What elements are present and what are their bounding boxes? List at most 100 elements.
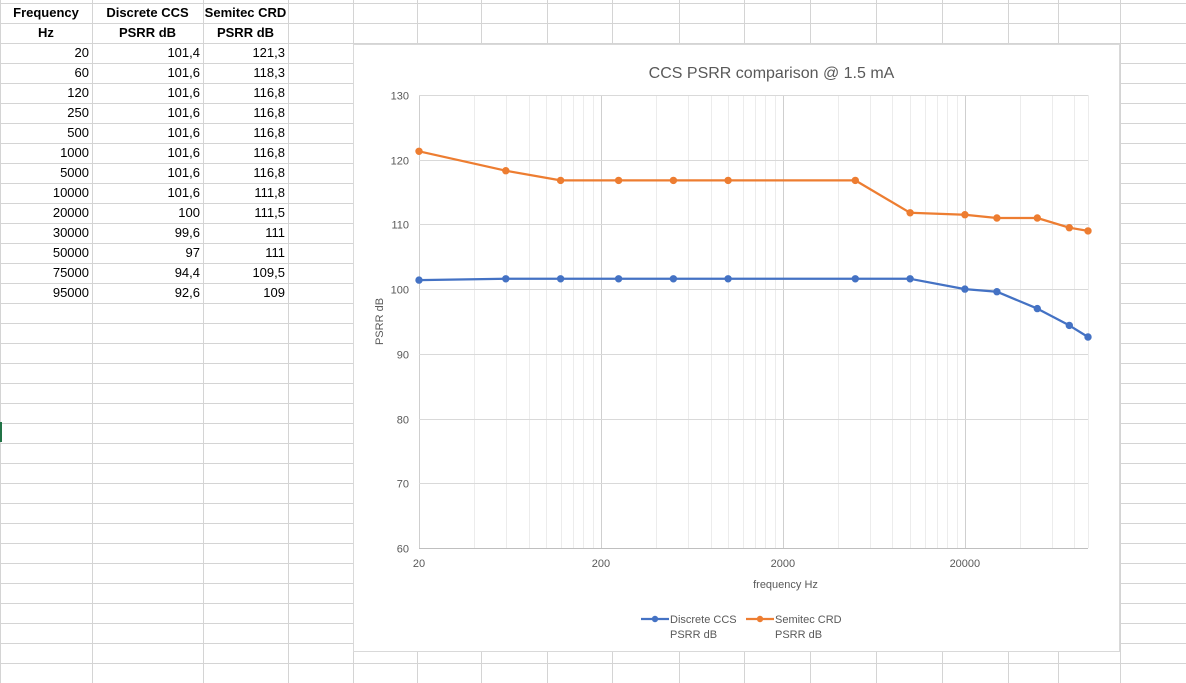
y-tick-label: 100 xyxy=(391,285,409,297)
data-point[interactable] xyxy=(851,176,859,185)
header-cell[interactable]: Semitec CRD xyxy=(204,5,287,20)
table-cell[interactable]: 97 xyxy=(185,245,200,260)
table-cell[interactable]: 500 xyxy=(67,125,89,140)
table-cell[interactable]: 99,6 xyxy=(174,225,200,240)
y-tick-label: 80 xyxy=(397,415,409,427)
table-cell[interactable]: 250 xyxy=(67,105,89,120)
psrr-line-chart[interactable]: 60 70 80 90 100 110 120 130 20 200 2000 20000 CCS PS… xyxy=(354,45,1121,653)
x-tick-label: 20 xyxy=(413,558,425,570)
table-cell[interactable]: 5000 xyxy=(60,165,89,180)
header-cell[interactable]: PSRR dB xyxy=(118,25,177,40)
table-cell[interactable]: 116,8 xyxy=(253,85,285,100)
table-cell[interactable]: 109 xyxy=(263,285,285,300)
table-cell[interactable]: 92,6 xyxy=(174,285,200,300)
table-cell[interactable]: 111,8 xyxy=(254,185,285,200)
header-cell[interactable]: Frequency xyxy=(13,5,79,20)
table-cell[interactable]: 30000 xyxy=(52,225,89,240)
data-point[interactable] xyxy=(502,275,510,283)
table-cell[interactable]: 118,3 xyxy=(253,65,285,80)
legend-item[interactable]: Discrete CCS PSRR dB xyxy=(641,614,737,641)
series-line[interactable] xyxy=(418,150,1089,233)
data-point[interactable] xyxy=(502,167,510,175)
data-point[interactable] xyxy=(1065,224,1073,232)
legend-label: Semitec CRD xyxy=(775,614,842,626)
legend-item[interactable]: Semitec CRD PSRR dB xyxy=(746,614,842,641)
legend-label: Discrete CCS xyxy=(670,614,737,626)
table-cell[interactable]: 20000 xyxy=(52,205,89,220)
data-point[interactable] xyxy=(556,176,565,185)
table-cell[interactable]: 100 xyxy=(178,205,200,220)
data-point[interactable] xyxy=(961,285,969,293)
data-point[interactable] xyxy=(851,275,859,283)
active-cell-marker xyxy=(0,422,2,442)
table-cell[interactable]: 50000 xyxy=(52,245,89,260)
legend-label: PSRR dB xyxy=(670,629,717,641)
table-cell[interactable]: 101,6 xyxy=(167,145,200,160)
table-cell[interactable]: 101,4 xyxy=(167,45,200,60)
data-point[interactable] xyxy=(906,209,914,217)
data-point[interactable] xyxy=(415,276,423,284)
y-axis-title: PSRR dB xyxy=(374,298,386,345)
chart-title: CCS PSRR comparison @ 1.5 mA xyxy=(649,65,895,82)
table-cell[interactable]: 121,3 xyxy=(252,45,285,60)
table-cell[interactable]: 120 xyxy=(67,85,89,100)
legend-label: PSRR dB xyxy=(775,629,822,641)
table-cell[interactable]: 116,8 xyxy=(253,145,285,160)
table-cell[interactable]: 116,8 xyxy=(253,125,285,140)
legend-marker xyxy=(756,615,764,623)
table-cell[interactable]: 101,6 xyxy=(167,125,200,140)
table-cell[interactable]: 101,6 xyxy=(167,185,200,200)
data-point[interactable] xyxy=(669,275,678,283)
table-cell[interactable]: 101,6 xyxy=(167,165,200,180)
table-cell[interactable]: 111 xyxy=(265,245,285,260)
series-line[interactable] xyxy=(418,277,1089,338)
data-point[interactable] xyxy=(1084,227,1092,235)
x-tick-label: 200 xyxy=(592,558,610,570)
y-tick-label: 60 xyxy=(397,544,409,556)
table-cell[interactable]: 109,5 xyxy=(252,265,285,280)
table-cell[interactable]: 116,8 xyxy=(253,165,285,180)
x-axis-title: frequency Hz xyxy=(753,579,818,591)
table-cell[interactable]: 101,6 xyxy=(167,105,200,120)
y-tick-label: 130 xyxy=(391,91,409,103)
series-semitec-crd[interactable] xyxy=(415,147,1092,235)
x-tick-label: 2000 xyxy=(771,558,795,570)
y-tick-label: 90 xyxy=(397,350,409,362)
table-cell[interactable]: 101,6 xyxy=(167,65,200,80)
data-point[interactable] xyxy=(556,275,565,283)
table-cell[interactable]: 111 xyxy=(265,225,285,240)
table-cell[interactable]: 94,4 xyxy=(174,265,200,280)
data-point[interactable] xyxy=(1033,304,1041,313)
data-point[interactable] xyxy=(1065,321,1073,330)
data-point[interactable] xyxy=(724,176,732,185)
data-point[interactable] xyxy=(1084,333,1092,341)
table-cell[interactable]: 60 xyxy=(74,65,89,80)
data-point[interactable] xyxy=(906,275,914,283)
data-point[interactable] xyxy=(614,275,623,283)
y-tick-label: 110 xyxy=(391,220,409,232)
table-cell[interactable]: 10000 xyxy=(52,185,89,200)
header-cell[interactable]: Discrete CCS xyxy=(106,5,189,20)
legend-marker xyxy=(651,615,659,623)
data-point[interactable] xyxy=(1033,214,1041,222)
chart-area[interactable]: 60 70 80 90 100 110 120 130 20 200 2000 20000 CCS PS… xyxy=(353,44,1120,652)
table-cell[interactable]: 111,5 xyxy=(254,205,285,220)
table-cell[interactable]: 1000 xyxy=(60,145,89,160)
table-cell[interactable]: 20 xyxy=(74,45,89,60)
table-cell[interactable]: 75000 xyxy=(52,265,89,280)
data-point[interactable] xyxy=(415,147,423,156)
data-point[interactable] xyxy=(614,176,623,185)
series-discrete-ccs[interactable] xyxy=(415,275,1092,341)
data-point[interactable] xyxy=(961,211,969,219)
header-cell[interactable]: PSRR dB xyxy=(216,25,275,40)
table-cell[interactable]: 116,8 xyxy=(253,105,285,120)
header-cell[interactable]: Hz xyxy=(38,25,54,40)
data-point[interactable] xyxy=(669,176,678,185)
data-point[interactable] xyxy=(993,214,1001,222)
y-tick-label: 120 xyxy=(391,156,409,168)
data-point[interactable] xyxy=(724,275,732,283)
y-tick-label: 70 xyxy=(397,479,409,491)
data-point[interactable] xyxy=(993,288,1001,296)
table-cell[interactable]: 95000 xyxy=(52,285,89,300)
table-cell[interactable]: 101,6 xyxy=(167,85,200,100)
